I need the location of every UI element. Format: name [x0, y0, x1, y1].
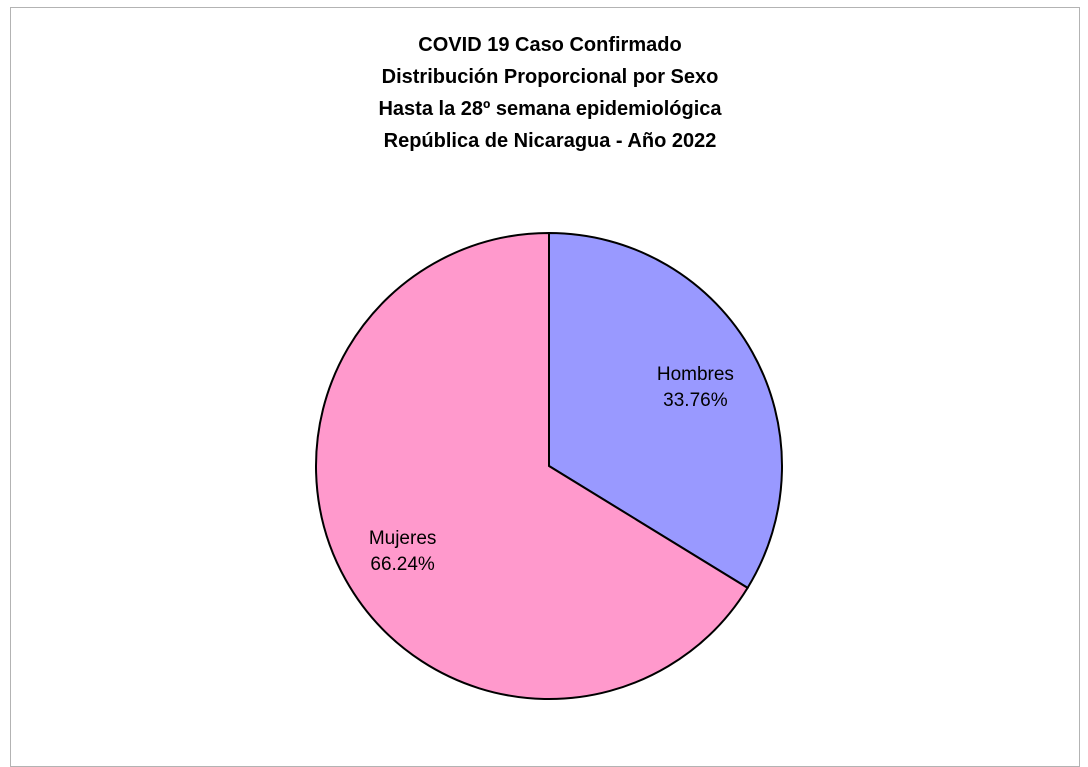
pie-slices: [315, 231, 783, 700]
chart-title-line-1: COVID 19 Caso Confirmado: [418, 34, 682, 56]
pie-label-mujeres: Mujeres 66.24%: [369, 528, 437, 575]
pie-label-name: Hombres: [657, 364, 734, 385]
pie-labels: Hombres 33.76% Mujeres 66.24%: [369, 364, 734, 575]
chart-title-line-3: Hasta la 28º semana epidemiológica: [378, 98, 722, 120]
chart-title-line-4: República de Nicaragua - Año 2022: [383, 130, 717, 152]
pie-label-name: Mujeres: [369, 528, 437, 549]
chart-title-line-2: Distribución Proporcional por Sexo: [381, 66, 719, 88]
pie-label-value: 33.76%: [663, 390, 728, 411]
chart-title: COVID 19 Caso Confirmado Distribución Pr…: [0, 29, 1088, 157]
pie-slice-mujeres: [315, 231, 749, 700]
pie-slice-hombres: [548, 231, 783, 590]
pie-label-hombres: Hombres 33.76%: [657, 364, 734, 411]
pie-label-value: 66.24%: [370, 554, 435, 575]
